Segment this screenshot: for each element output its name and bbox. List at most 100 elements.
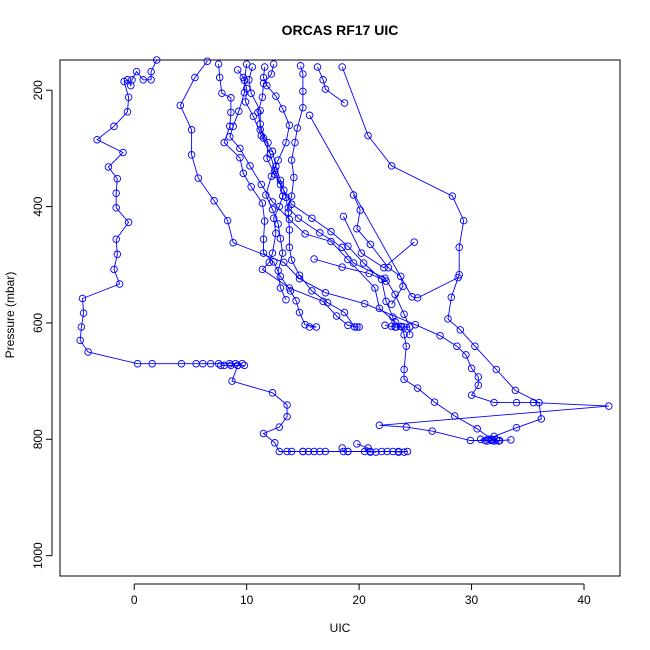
data-point: [382, 277, 390, 285]
data-point: [113, 174, 122, 183]
data-point: [282, 138, 290, 147]
data-point: [365, 269, 373, 278]
data-point: [119, 148, 127, 157]
data-point: [283, 401, 291, 409]
data-point: [276, 284, 285, 292]
data-point: [299, 70, 307, 78]
chart-title: ORCAS RF17 UIC: [282, 22, 399, 38]
data-point: [285, 121, 294, 129]
data-point: [410, 238, 418, 246]
data-point: [274, 156, 282, 164]
data-point: [259, 73, 268, 82]
data-point: [402, 342, 411, 350]
data-point: [305, 111, 314, 120]
data-point: [394, 448, 403, 456]
y-tick-label: 1000: [31, 542, 45, 569]
data-point: [359, 259, 368, 267]
data-point: [383, 447, 391, 456]
data-point: [537, 415, 546, 423]
x-tick-label: 30: [465, 593, 479, 607]
data-point: [339, 212, 348, 221]
data-point: [459, 216, 468, 225]
data-point: [268, 205, 277, 214]
data-point: [490, 398, 498, 407]
series-line: [487, 440, 499, 442]
data-point: [199, 359, 207, 368]
data-point: [238, 359, 246, 368]
data-point: [112, 189, 120, 197]
data-point: [220, 138, 228, 147]
y-tick-label: 200: [31, 80, 45, 100]
data-point: [228, 377, 236, 385]
axis-layer: 0 10 20 30 40 200 400 600 800 1000: [31, 80, 591, 607]
data-point: [360, 299, 369, 308]
data-point: [260, 217, 269, 225]
data-point: [278, 249, 287, 257]
data-point: [272, 162, 280, 171]
data-point: [399, 282, 407, 291]
data-point: [454, 273, 462, 282]
data-point: [292, 297, 300, 305]
data-point: [413, 294, 422, 302]
data-point: [357, 249, 366, 257]
series-line: [248, 66, 410, 328]
data-point: [338, 243, 346, 252]
data-point: [285, 226, 294, 234]
data-point: [278, 105, 287, 113]
data-point: [269, 214, 278, 222]
data-point: [338, 263, 346, 271]
series-3: [245, 63, 414, 331]
data-point: [471, 342, 479, 350]
data-point: [387, 162, 396, 170]
data-point: [396, 272, 405, 281]
data-point: [267, 172, 276, 181]
data-point: [340, 308, 349, 317]
data-point: [290, 173, 298, 182]
data-point: [84, 348, 92, 356]
x-tick-label: 40: [577, 593, 591, 607]
data-point: [284, 208, 293, 217]
series-14: [310, 255, 390, 285]
data-point: [258, 265, 267, 274]
data-point: [344, 447, 352, 456]
data-point: [466, 436, 475, 445]
data-point: [239, 169, 248, 178]
data-point: [113, 250, 122, 259]
data-point: [364, 131, 372, 140]
data-point: [507, 436, 515, 444]
data-point: [112, 235, 120, 243]
data-point: [194, 174, 203, 182]
data-point: [339, 447, 348, 456]
y-axis-label: Pressure (mbar): [3, 272, 17, 359]
data-point: [411, 320, 420, 329]
data-point: [254, 108, 262, 117]
data-point: [241, 98, 250, 106]
data-point: [246, 162, 254, 170]
data-point: [226, 133, 234, 141]
data-point: [275, 447, 284, 456]
data-point: [282, 295, 290, 304]
data-point: [402, 423, 411, 431]
data-point: [263, 81, 271, 90]
data-point: [332, 312, 341, 320]
data-point: [319, 76, 327, 84]
data-point: [285, 215, 294, 224]
x-axis-label: UIC: [330, 621, 351, 635]
data-point: [258, 199, 267, 207]
data-point: [280, 186, 288, 195]
data-point: [512, 398, 521, 407]
data-point: [400, 330, 408, 339]
series-10: [233, 66, 361, 331]
data-point: [316, 229, 324, 237]
series-line: [341, 66, 542, 440]
data-point: [353, 440, 361, 448]
series-16: [287, 447, 324, 456]
data-point: [123, 76, 132, 84]
data-point: [214, 359, 223, 368]
data-point: [375, 421, 384, 430]
data-point: [353, 224, 361, 233]
data-point: [321, 288, 330, 297]
data-point: [453, 342, 461, 350]
data-point: [299, 103, 307, 112]
